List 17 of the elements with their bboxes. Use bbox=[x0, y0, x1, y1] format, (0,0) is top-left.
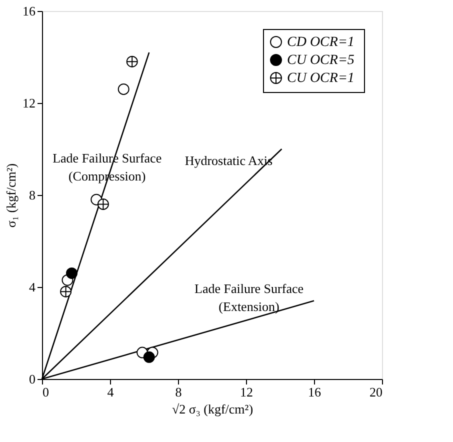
annotation: Lade Failure Surface (Extension) bbox=[194, 280, 304, 314]
legend-label: CD OCR=1 bbox=[287, 35, 354, 50]
x-tick-label: 4 bbox=[107, 384, 114, 400]
y-tick-label: 0 bbox=[29, 372, 36, 386]
legend-label: CU OCR=5 bbox=[287, 53, 354, 68]
y-tick-label: 12 bbox=[22, 96, 36, 110]
legend-label: CU OCR=1 bbox=[287, 71, 354, 86]
x-tick-label: 20 bbox=[370, 384, 382, 400]
y-tick-label: 8 bbox=[29, 188, 36, 202]
y-tick-label: 16 bbox=[22, 4, 36, 18]
x-axis-title: √2 σ₃ (kgf/cm²) bbox=[172, 402, 254, 416]
x-tick-label: 8 bbox=[175, 384, 182, 400]
y-axis-title: σ₁ (kgf/cm²) bbox=[4, 163, 18, 228]
y-tick-label: 4 bbox=[29, 280, 36, 294]
x-tick-label: 16 bbox=[308, 384, 322, 400]
x-tick-label: 12 bbox=[240, 384, 253, 400]
x-tick-label: 0 bbox=[42, 384, 49, 400]
